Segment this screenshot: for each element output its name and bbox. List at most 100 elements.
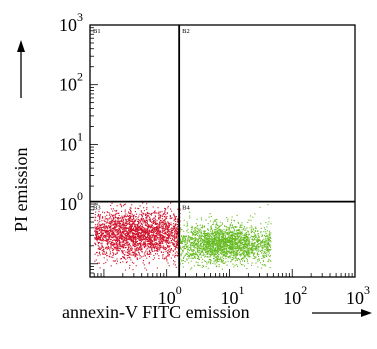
- red-dot: [149, 242, 151, 244]
- red-dot: [172, 236, 174, 238]
- red-dot: [109, 217, 111, 219]
- green-dot: [195, 230, 197, 232]
- red-dot: [109, 223, 111, 225]
- green-dot: [247, 239, 249, 241]
- red-dot: [154, 215, 156, 217]
- red-dot: [125, 220, 127, 222]
- red-dot: [123, 220, 125, 222]
- green-dot: [257, 248, 259, 250]
- red-dot: [115, 220, 117, 222]
- red-dot: [140, 240, 142, 242]
- red-dot: [102, 232, 104, 234]
- green-dot: [245, 245, 247, 247]
- red-dot: [154, 237, 156, 239]
- red-dot: [158, 244, 160, 246]
- red-dot: [138, 248, 140, 250]
- red-dot: [95, 224, 97, 226]
- red-dot: [149, 217, 151, 219]
- red-dot: [140, 249, 142, 251]
- red-dot: [128, 223, 130, 225]
- red-dot: [99, 215, 101, 217]
- green-dot: [201, 248, 203, 250]
- red-dot: [112, 257, 114, 259]
- red-dot: [138, 252, 140, 254]
- green-dot: [187, 252, 189, 254]
- red-dot: [166, 218, 168, 220]
- red-dot: [167, 235, 169, 237]
- red-dot: [98, 222, 100, 224]
- green-dot: [264, 241, 266, 243]
- red-dot: [121, 243, 123, 245]
- red-dot: [131, 241, 133, 243]
- red-dot: [98, 248, 100, 250]
- green-dot: [201, 240, 203, 242]
- green-dot: [244, 260, 246, 262]
- green-dot: [217, 227, 219, 229]
- red-dot: [177, 244, 179, 246]
- red-dot: [172, 213, 174, 215]
- green-dot: [263, 241, 265, 243]
- green-dot: [214, 248, 216, 250]
- green-dot: [188, 254, 190, 256]
- green-dot: [251, 245, 253, 247]
- green-dot: [241, 237, 243, 239]
- red-dot: [161, 229, 163, 231]
- red-dot: [94, 237, 96, 239]
- red-dot: [144, 232, 146, 234]
- red-dot: [105, 251, 107, 253]
- red-dot: [118, 239, 120, 241]
- green-dot: [211, 254, 213, 256]
- green-dot: [260, 227, 262, 229]
- green-dot: [261, 235, 263, 237]
- green-dot: [246, 236, 248, 238]
- green-dot: [198, 238, 200, 240]
- red-dot: [150, 238, 152, 240]
- red-dot: [136, 236, 138, 238]
- green-dot: [240, 226, 242, 228]
- green-dot: [264, 242, 266, 244]
- red-dot: [158, 218, 160, 220]
- red-dot: [176, 255, 178, 257]
- green-dot: [216, 243, 218, 245]
- red-dot: [124, 222, 126, 224]
- red-dot: [147, 237, 149, 239]
- green-dot: [210, 249, 212, 251]
- red-dot: [112, 255, 114, 257]
- green-dot: [267, 235, 269, 237]
- green-dot: [251, 264, 253, 266]
- red-dot: [169, 230, 171, 232]
- red-dot: [174, 218, 176, 220]
- green-dot: [266, 226, 268, 228]
- green-dot: [191, 250, 193, 252]
- green-dot: [203, 226, 205, 228]
- green-dot: [215, 244, 217, 246]
- red-dot: [124, 203, 126, 205]
- red-dot: [171, 236, 173, 238]
- red-dot: [154, 229, 156, 231]
- red-dot: [117, 249, 119, 251]
- green-dot: [256, 241, 258, 243]
- red-dot: [106, 255, 108, 257]
- green-dot: [236, 243, 238, 245]
- red-dot: [166, 213, 168, 215]
- green-dot: [237, 253, 239, 255]
- green-dot: [180, 255, 182, 257]
- green-dot: [233, 255, 235, 257]
- green-dot: [217, 258, 219, 260]
- green-dot: [225, 247, 227, 249]
- green-dot: [237, 250, 239, 252]
- red-dot: [102, 223, 104, 225]
- red-dot: [141, 237, 143, 239]
- green-dot: [192, 242, 194, 244]
- green-dot: [192, 251, 194, 253]
- green-dot: [221, 256, 223, 258]
- red-dot: [96, 225, 98, 227]
- red-dot: [105, 237, 107, 239]
- red-dot: [149, 246, 151, 248]
- red-dot: [103, 223, 105, 225]
- red-dot: [151, 228, 153, 230]
- red-dot: [122, 205, 124, 207]
- red-dot: [105, 222, 107, 224]
- red-dot: [135, 253, 137, 255]
- green-dot: [214, 235, 216, 237]
